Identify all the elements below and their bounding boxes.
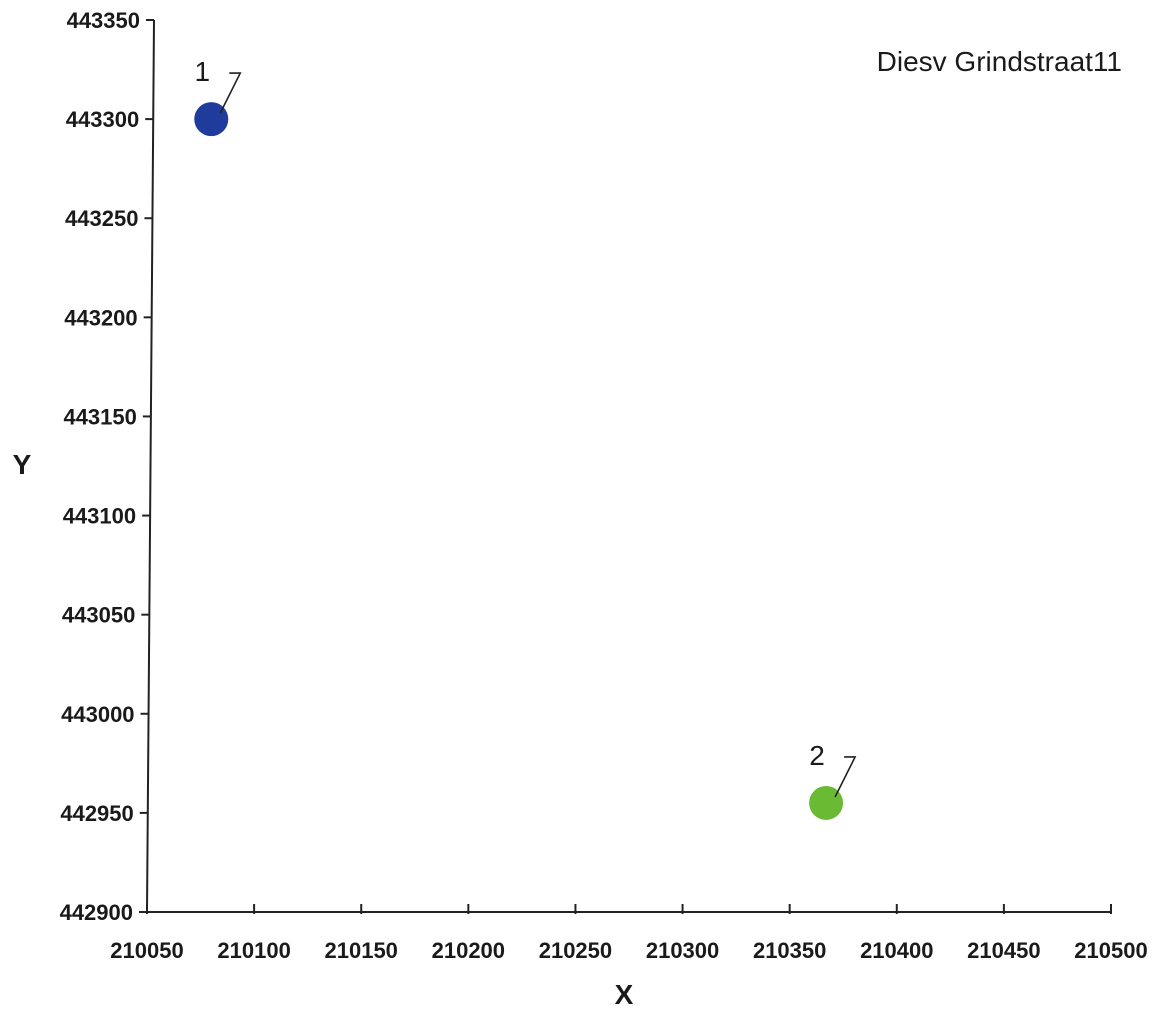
x-tick-label: 210250 bbox=[539, 938, 612, 963]
y-tick-label: 442950 bbox=[60, 801, 133, 826]
y-tick-label: 442900 bbox=[60, 900, 133, 925]
x-axis: 210050 210100 210150 210200 210250 210300 2103… bbox=[110, 904, 1148, 963]
data-point-label: 1 bbox=[194, 56, 210, 87]
data-point-marker bbox=[194, 102, 229, 137]
y-tick-label: 443000 bbox=[61, 702, 134, 727]
y-tick-label: 443150 bbox=[63, 404, 136, 429]
data-point-leader-line bbox=[834, 756, 857, 798]
x-tick-label: 210400 bbox=[860, 938, 933, 963]
x-tick-label: 210500 bbox=[1074, 938, 1147, 963]
data-point-leader-line bbox=[219, 72, 242, 114]
y-axis: 442900 442950 443000 443050 443100 443150 4432… bbox=[60, 8, 155, 925]
y-axis-title: Y bbox=[13, 449, 32, 480]
chart-title: Diesv Grindstraat11 bbox=[877, 46, 1122, 77]
data-point-group: 12 bbox=[194, 56, 857, 820]
y-tick-label: 443050 bbox=[62, 603, 135, 628]
y-tick-label: 443250 bbox=[65, 206, 138, 231]
x-axis-title: X bbox=[615, 979, 634, 1010]
x-tick-group: 210050 210100 210150 210200 210250 210300 2103… bbox=[110, 904, 1148, 963]
x-tick-label: 210300 bbox=[646, 938, 719, 963]
x-tick-label: 210150 bbox=[325, 938, 398, 963]
x-tick-label: 210200 bbox=[432, 938, 505, 963]
data-point-marker bbox=[809, 785, 844, 820]
x-tick-label: 210050 bbox=[110, 938, 183, 963]
y-tick-label: 443100 bbox=[63, 504, 136, 529]
x-tick-label: 210350 bbox=[753, 938, 826, 963]
data-point-2: 2 bbox=[809, 740, 857, 820]
x-tick-label: 210100 bbox=[217, 938, 290, 963]
y-tick-label: 443200 bbox=[64, 305, 137, 330]
y-axis-line bbox=[146, 19, 155, 913]
data-point-1: 1 bbox=[194, 56, 242, 137]
y-tick-label: 443350 bbox=[67, 8, 140, 33]
y-tick-group: 442900 442950 443000 443050 443100 443150 4432… bbox=[60, 8, 154, 925]
x-tick-label: 210450 bbox=[967, 938, 1040, 963]
data-point-label: 2 bbox=[809, 740, 825, 771]
y-tick-label: 443300 bbox=[66, 107, 139, 132]
